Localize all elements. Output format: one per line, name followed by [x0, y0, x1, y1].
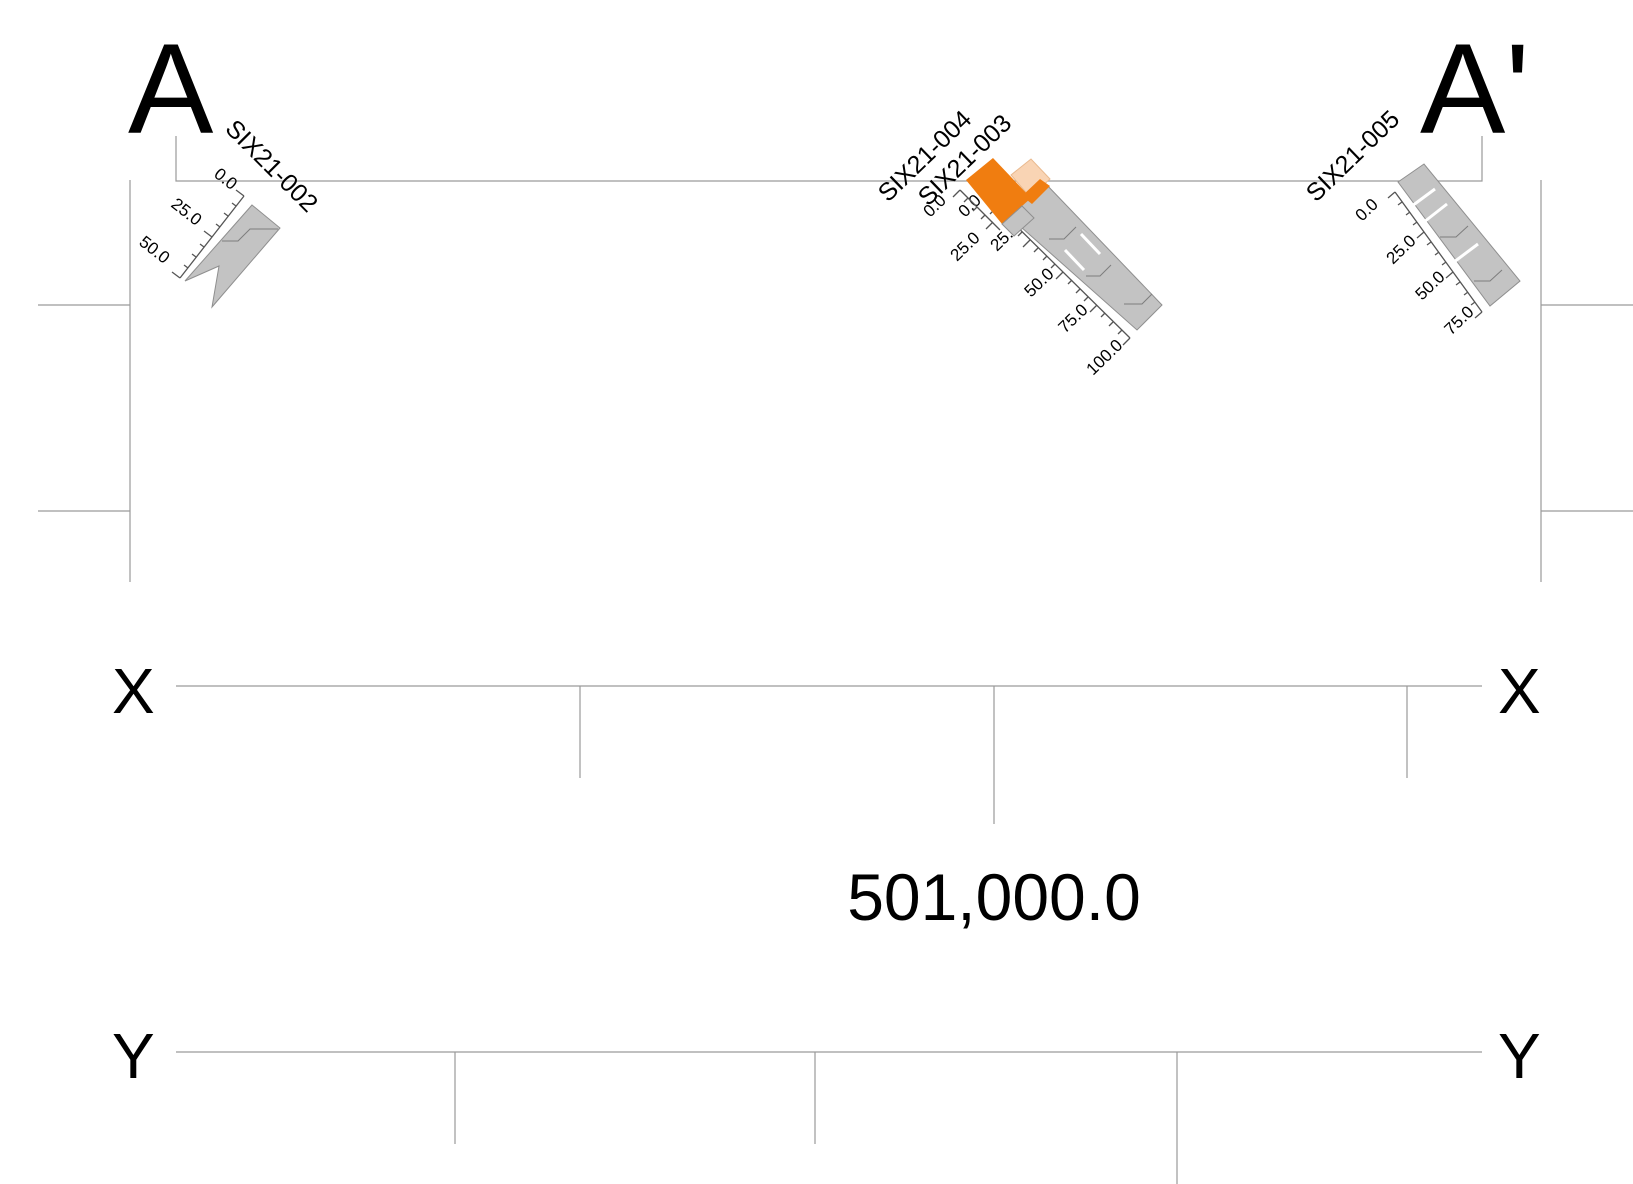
interval-boundary: [1124, 293, 1153, 305]
tick-label: 0.0: [211, 164, 241, 194]
tick-label: 100.0: [1083, 336, 1127, 379]
lithology-interval: [1397, 163, 1521, 307]
interval-boundary: [1086, 264, 1112, 277]
tick-label: 50.0: [136, 232, 174, 267]
tick-label: 75.0: [1055, 300, 1092, 337]
interval-gap: [1063, 248, 1086, 272]
coordinate-label: 501,000.0: [847, 860, 1141, 934]
interval-boundary: [222, 228, 278, 242]
depth-ticks: [171, 189, 245, 279]
tick-label: 0.0: [1352, 195, 1382, 225]
lithology-interval: [184, 204, 281, 309]
borehole-label: SIX21-005: [1301, 105, 1405, 207]
y-axis-left-label: Y: [112, 1020, 155, 1092]
interval-gap: [1423, 202, 1448, 224]
interval-boundary: [1474, 269, 1503, 282]
interval-boundary: [1440, 225, 1469, 238]
tick-label: 50.0: [1021, 264, 1058, 301]
y-axis: [176, 1051, 1482, 1184]
interval-gap: [1079, 232, 1102, 256]
interval-gap: [1411, 187, 1436, 208]
y-axis-right-label: Y: [1498, 1020, 1541, 1092]
tick-label: 25.0: [1383, 231, 1420, 268]
borehole-label: SIX21-002: [220, 114, 323, 217]
depth-ticks: [952, 189, 994, 230]
interval-gap: [1453, 242, 1479, 264]
tick-label: 50.0: [1412, 267, 1449, 304]
section-start-label: A: [128, 18, 214, 161]
tick-label: 25.0: [947, 228, 984, 265]
frame-lines: [38, 136, 1633, 582]
interval-highlight-orange: [966, 158, 1031, 224]
depth-ticks: [1387, 191, 1483, 319]
x-axis-right-label: X: [1498, 655, 1541, 727]
x-axis-left-label: X: [112, 655, 155, 727]
tick-label: 75.0: [1441, 302, 1478, 339]
section-end-label: A': [1420, 18, 1530, 161]
lithology-interval: [1001, 205, 1035, 237]
x-axis: [176, 685, 1482, 824]
tick-label: 25.0: [168, 194, 206, 229]
interval-boundary: [1049, 226, 1077, 240]
